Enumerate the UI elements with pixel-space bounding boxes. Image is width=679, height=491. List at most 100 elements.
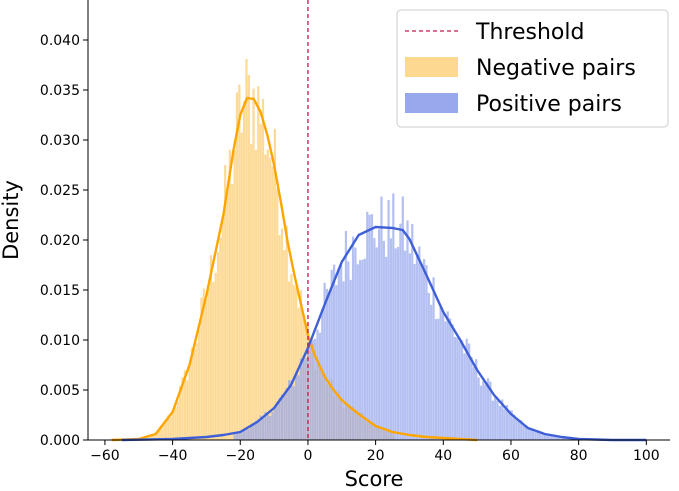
histogram-bar bbox=[295, 371, 298, 440]
histogram-bar bbox=[254, 149, 258, 440]
histogram-bar bbox=[221, 217, 224, 440]
histogram-bar bbox=[444, 321, 447, 440]
histogram-bar bbox=[522, 425, 525, 440]
histogram-bar bbox=[290, 273, 293, 440]
histogram-bar bbox=[472, 366, 475, 440]
histogram-bar bbox=[302, 359, 305, 440]
histogram-bar bbox=[321, 308, 324, 440]
histogram-bar bbox=[335, 285, 338, 440]
histogram-bar bbox=[394, 248, 397, 440]
kde-curves bbox=[111, 96, 647, 442]
histogram-bar bbox=[273, 406, 276, 440]
y-tick-label: 0.025 bbox=[40, 183, 80, 199]
histogram-bar bbox=[347, 261, 350, 440]
histogram-bar bbox=[340, 264, 343, 440]
histogram-bar bbox=[446, 311, 449, 440]
histogram-bar bbox=[427, 292, 430, 440]
histogram-bar bbox=[207, 288, 210, 440]
histogram-bar bbox=[418, 246, 421, 440]
histogram-bar bbox=[259, 123, 262, 440]
histogram-bar bbox=[287, 380, 291, 440]
histogram-bar bbox=[224, 164, 227, 441]
histogram-bar bbox=[515, 418, 518, 440]
histogram-bar bbox=[240, 132, 243, 440]
histogram-bar bbox=[380, 196, 383, 440]
histogram-bar bbox=[266, 149, 269, 440]
histogram-bar bbox=[245, 59, 248, 440]
histogram-bar bbox=[560, 437, 563, 440]
histogram-bar bbox=[299, 358, 303, 440]
histogram-bar bbox=[520, 420, 523, 440]
y-tick-label: 0.005 bbox=[40, 383, 80, 399]
histogram-bar bbox=[257, 419, 260, 440]
histogram-bar bbox=[238, 84, 241, 441]
y-tick-label: 0.040 bbox=[40, 33, 80, 49]
histogram-bar bbox=[491, 400, 494, 440]
histogram-bar bbox=[344, 230, 348, 440]
histogram-bar bbox=[337, 270, 340, 440]
histogram-bar bbox=[266, 414, 269, 440]
x-tick-label: 100 bbox=[633, 448, 660, 464]
histogram-bar bbox=[501, 399, 504, 440]
histogram-bar bbox=[235, 92, 239, 440]
histogram-bar bbox=[389, 238, 393, 440]
histogram-bar bbox=[292, 285, 295, 440]
histogram-bar bbox=[214, 272, 217, 440]
histogram-bar bbox=[181, 377, 184, 440]
histogram-bar bbox=[148, 435, 151, 440]
y-tick-label: 0.015 bbox=[40, 283, 80, 299]
histogram-bar bbox=[285, 388, 288, 440]
histogram-bar bbox=[323, 282, 326, 440]
histogram-bar bbox=[505, 404, 509, 440]
histogram-bar bbox=[250, 426, 253, 440]
histogram-bar bbox=[306, 341, 310, 440]
histogram-bar bbox=[238, 432, 241, 440]
histogram-bar bbox=[295, 287, 298, 440]
histogram-bar bbox=[157, 429, 160, 440]
histogram-bar bbox=[354, 247, 357, 440]
histogram-bar bbox=[363, 258, 366, 440]
histogram-bar bbox=[375, 247, 378, 440]
histogram-bar bbox=[285, 225, 288, 440]
histogram-bar bbox=[453, 337, 456, 440]
histogram-bar bbox=[316, 329, 319, 440]
histogram-bar bbox=[188, 365, 191, 440]
histogram-bar bbox=[269, 157, 272, 440]
histogram-bar bbox=[529, 428, 532, 440]
histogram-bar bbox=[513, 414, 516, 440]
histogram-bar bbox=[216, 252, 220, 440]
histogram-bar bbox=[235, 431, 239, 440]
histogram-bar bbox=[441, 313, 445, 440]
histogram-bar bbox=[280, 394, 284, 440]
histogram-bar bbox=[162, 422, 165, 440]
histogram-bar bbox=[460, 340, 464, 440]
histogram-bar bbox=[399, 223, 402, 440]
y-tick-label: 0.000 bbox=[40, 433, 80, 449]
histogram-bar bbox=[247, 429, 250, 440]
histogram-bar bbox=[197, 330, 201, 440]
histogram-bar bbox=[451, 324, 454, 440]
histogram-bar bbox=[264, 412, 267, 440]
histogram-bar bbox=[287, 281, 291, 440]
histogram-bar bbox=[212, 281, 215, 440]
histogram-bar bbox=[297, 307, 300, 440]
histogram-bar bbox=[283, 394, 286, 440]
histogram-bar bbox=[292, 386, 295, 440]
histogram-bar bbox=[269, 416, 272, 440]
histogram-bar bbox=[304, 358, 307, 440]
histogram-bar bbox=[484, 384, 487, 440]
histogram-bar bbox=[264, 154, 267, 440]
legend: Threshold Negative pairs Positive pairs bbox=[396, 9, 669, 128]
histogram-bar bbox=[349, 279, 352, 440]
y-tick-label: 0.030 bbox=[40, 133, 80, 149]
histogram-bar bbox=[482, 381, 485, 440]
histogram-bar bbox=[195, 342, 198, 440]
legend-label: Threshold bbox=[475, 20, 584, 45]
histogram-bar bbox=[543, 433, 547, 440]
histogram-bar bbox=[555, 436, 558, 440]
x-tick-label: −60 bbox=[90, 448, 120, 464]
histogram-bar bbox=[276, 188, 279, 440]
histogram-bar bbox=[406, 220, 409, 440]
histogram-bar bbox=[463, 353, 466, 440]
